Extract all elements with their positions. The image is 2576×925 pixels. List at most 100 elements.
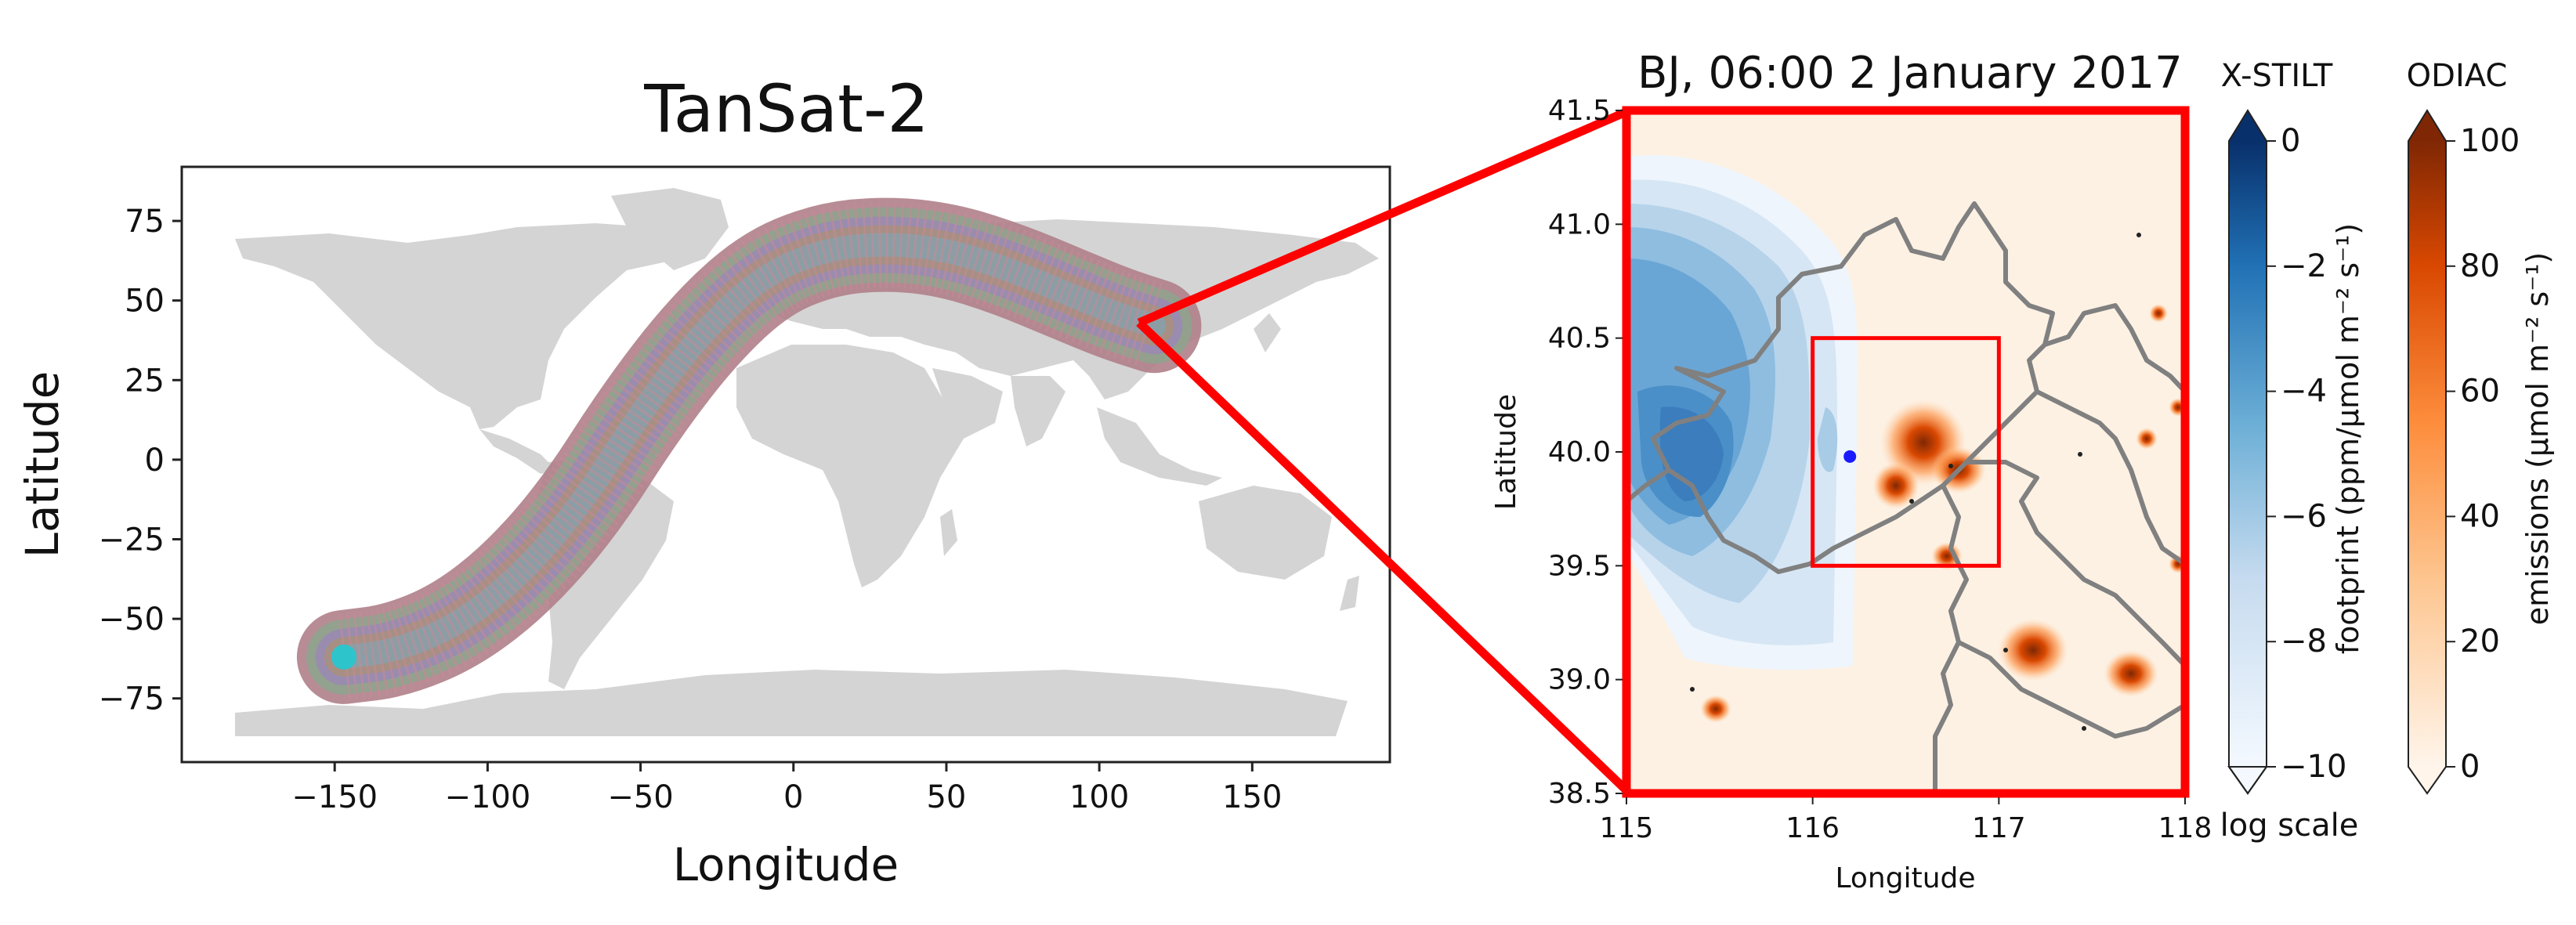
zoom-line-bottom — [1136, 320, 1633, 797]
footprint-receptor-plume — [1818, 407, 1838, 472]
colorbar-xstilt-bar — [2229, 141, 2267, 767]
x-tick-label: 100 — [1069, 779, 1129, 815]
admin-boundaries — [1626, 201, 2185, 793]
x-tick-label: −100 — [444, 779, 530, 815]
land-central-america — [479, 429, 556, 474]
point-source — [1690, 687, 1695, 692]
land-australia — [1199, 486, 1332, 580]
footprint-level-7 — [1659, 406, 1724, 501]
point-source — [2136, 233, 2141, 237]
land-greenland — [611, 188, 729, 270]
swath-start-point — [331, 644, 356, 670]
world-land-map — [235, 188, 1379, 736]
y-tick-label: −75 — [99, 681, 165, 717]
boundary-west — [1626, 468, 1670, 504]
left-y-axis-title: Latitude — [16, 371, 69, 558]
footprint-contours — [1626, 155, 1858, 670]
receptor-point — [1843, 450, 1857, 463]
right-y-axis: 38.5 39.0 39.5 40.0 40.5 41.0 41.5 — [1548, 95, 1623, 810]
emission-hotspots — [1700, 304, 2185, 723]
zoom-connector — [1136, 106, 1633, 797]
zoom-line-top — [1137, 106, 1632, 327]
colorbar-tick-label: 60 — [2460, 374, 2500, 410]
point-source — [1948, 464, 1953, 468]
right-x-axis-title: Longitude — [1835, 862, 1975, 894]
land-madagascar — [940, 509, 957, 556]
land-japan — [1254, 313, 1281, 352]
x-tick-label: 116 — [1785, 812, 1840, 844]
x-tick-label: 115 — [1600, 812, 1654, 844]
colorbar-xstilt-top-extend — [2229, 110, 2267, 141]
colorbar-tick-label: 100 — [2460, 123, 2520, 159]
colorbar-odiac-label: emissions (μmol m⁻² s⁻¹) — [2520, 252, 2555, 626]
y-tick-label: 25 — [125, 363, 165, 399]
y-tick-label: 39.5 — [1548, 550, 1611, 582]
y-tick-label: 0 — [145, 443, 165, 479]
hotspot-east-2 — [2136, 428, 2158, 450]
right-chart-title: BJ, 06:00 2 January 2017 — [1637, 48, 2183, 99]
point-source — [2078, 452, 2082, 457]
colorbar-tick-label: −2 — [2281, 248, 2327, 284]
y-tick-label: 41.5 — [1548, 95, 1611, 127]
y-tick-label: −50 — [99, 602, 165, 638]
right-x-axis: 115 116 117 118 — [1600, 797, 2212, 844]
boundary-south — [1933, 484, 1969, 793]
x-tick-label: 50 — [926, 779, 966, 815]
colorbar-tick-label: 80 — [2460, 248, 2500, 284]
boundary-tianjin-south — [1957, 640, 2185, 739]
colorbar-tick-label: −10 — [2281, 749, 2346, 785]
y-tick-label: −25 — [99, 522, 165, 558]
hotspot-tianjin-port — [2104, 650, 2158, 697]
point-source — [2082, 726, 2086, 731]
land-arabia — [932, 368, 1003, 439]
hotspot-northeast — [2149, 304, 2168, 323]
zoom-inner-box — [1811, 336, 2001, 568]
colorbar-tick-label: −6 — [2281, 498, 2327, 534]
swath-track — [296, 197, 1202, 704]
point-sources — [1690, 233, 2141, 731]
x-tick-label: 150 — [1222, 779, 1282, 815]
colorbar-tick-label: 0 — [2281, 123, 2300, 159]
right-plot-area — [1626, 110, 2185, 793]
colorbar-odiac-bottom-extend — [2408, 767, 2446, 793]
point-source — [1909, 499, 1914, 504]
x-tick-label: 117 — [1972, 812, 2026, 844]
point-source — [2003, 648, 2008, 652]
colorbar-xstilt-note: log scale — [2220, 808, 2359, 844]
hotspot-langfang — [1931, 542, 1963, 570]
y-tick-label: 39.0 — [1548, 664, 1611, 696]
colorbar-xstilt-ticks: 0 −2 −4 −6 −8 −10 — [2267, 123, 2346, 785]
colorbar-xstilt: X-STILT 0 −2 −4 −6 −8 −10 footprint (ppm/μmol… — [2220, 58, 2365, 844]
colorbar-tick-label: −8 — [2281, 623, 2327, 659]
y-tick-label: 75 — [125, 204, 165, 240]
x-tick-label: 0 — [783, 779, 803, 815]
hotspot-tianjin — [1998, 619, 2068, 681]
land-new-zealand — [1340, 576, 1359, 611]
left-x-axis-title: Longitude — [673, 838, 899, 891]
colorbar-odiac-top-extend — [2408, 110, 2446, 141]
land-north-america — [235, 223, 705, 429]
right-panel: BJ, 06:00 2 January 2017 — [1490, 48, 2212, 894]
land-southeast-asia — [1097, 407, 1222, 486]
colorbar-odiac-bar — [2408, 141, 2446, 767]
y-tick-label: 50 — [125, 284, 165, 320]
left-plot-frame — [180, 165, 1391, 764]
swath-stripes — [338, 201, 1168, 700]
colorbar-xstilt-bottom-extend — [2227, 766, 2268, 795]
boundary-beijing — [1651, 201, 2055, 574]
hotspot-beijing-south — [1872, 462, 1919, 509]
colorbar-odiac: ODIAC 0 20 40 60 80 100 emissions (μmol m⁻² s… — [2407, 58, 2555, 795]
right-plot-frame — [1622, 106, 2190, 798]
colorbar-tick-label: 20 — [2460, 623, 2500, 659]
colorbar-xstilt-label: footprint (ppm/μmol m⁻² s⁻¹) — [2331, 223, 2365, 654]
colorbar-odiac-ticks: 0 20 40 60 80 100 — [2446, 123, 2520, 785]
hotspot-southwest — [1700, 695, 1731, 723]
x-tick-label: −150 — [291, 779, 378, 815]
y-tick-label: 41.0 — [1548, 208, 1611, 240]
left-panel: TanSat-2 — [16, 70, 1391, 891]
land-africa — [736, 345, 964, 587]
boundary-east — [2035, 389, 2185, 566]
right-y-axis-title: Latitude — [1490, 394, 1522, 510]
land-antarctica — [235, 670, 1348, 736]
